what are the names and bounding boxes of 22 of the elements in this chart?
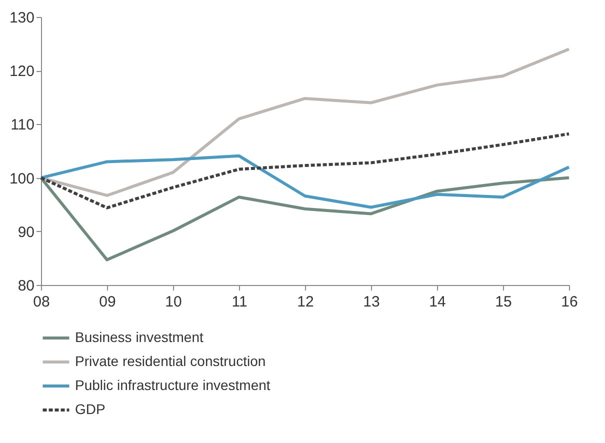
x-tick-label: 08: [33, 294, 50, 310]
line-series: [40, 154, 570, 209]
y-tick-label: 100: [9, 170, 34, 188]
x-tick-label: 10: [165, 294, 182, 310]
x-tick-label: 12: [297, 294, 314, 310]
y-tick-label: 80: [18, 278, 34, 294]
legend-label: Private residential construction: [75, 353, 266, 369]
x-tick-label: 11: [232, 294, 248, 310]
x-tick-label: 13: [363, 294, 380, 310]
legend-label: Business investment: [75, 329, 204, 345]
x-tick-label: 15: [495, 294, 512, 310]
line-series: [40, 132, 570, 210]
x-tick-label: 14: [429, 294, 446, 310]
y-tick-label: 120: [9, 63, 34, 80]
legend-label: Public infrastructure investment: [75, 377, 270, 393]
legend-label: GDP: [75, 401, 106, 417]
y-tick-label: 90: [18, 224, 34, 241]
y-tick-label: 110: [10, 116, 34, 134]
x-tick-label: 09: [99, 294, 116, 310]
y-tick-label: 130: [9, 10, 34, 26]
line-series: [40, 176, 570, 262]
x-tick-label: 16: [561, 294, 578, 310]
